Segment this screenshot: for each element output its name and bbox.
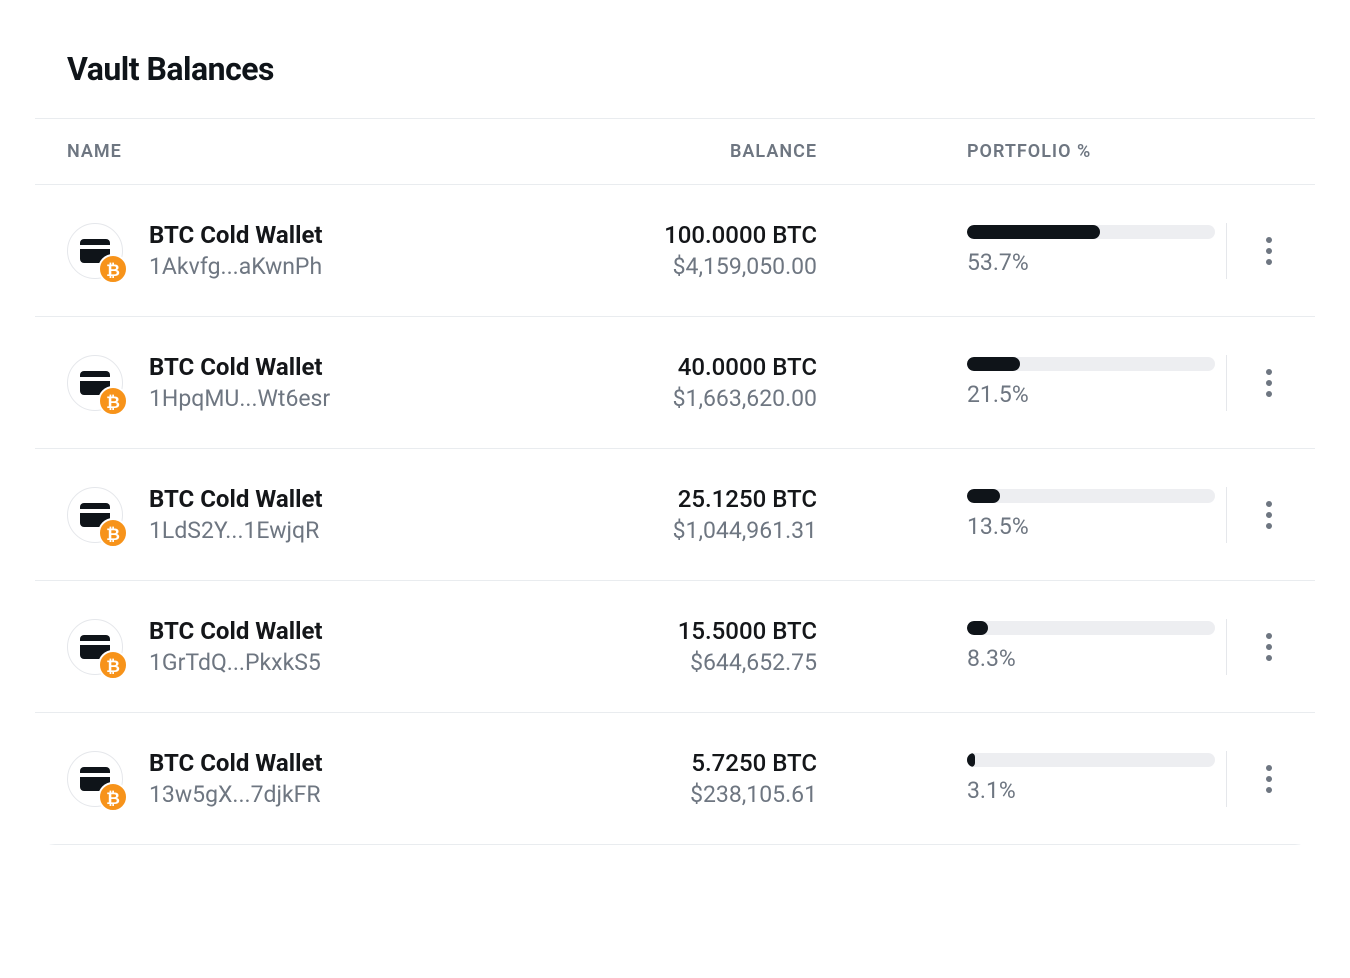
col-header-name: NAME bbox=[67, 141, 537, 162]
wallet-address: 13w5gX...7djkFR bbox=[149, 781, 323, 808]
divider bbox=[1226, 223, 1227, 279]
portfolio-bar-fill bbox=[967, 489, 1000, 503]
table-header-row: NAME BALANCE PORTFOLIO % bbox=[35, 118, 1315, 185]
table-row[interactable]: ₿ BTC Cold Wallet 1Akvfg...aKwnPh 100.00… bbox=[35, 185, 1315, 317]
portfolio-bar-fill bbox=[967, 753, 975, 767]
table-row[interactable]: ₿ BTC Cold Wallet 1LdS2Y...1EwjqR 25.125… bbox=[35, 449, 1315, 581]
wallet-icon: ₿ bbox=[67, 751, 123, 807]
portfolio-bar bbox=[967, 753, 1215, 767]
balance-usd: $1,663,620.00 bbox=[537, 385, 817, 412]
wallet-address: 1LdS2Y...1EwjqR bbox=[149, 517, 323, 544]
bitcoin-badge-icon: ₿ bbox=[98, 518, 128, 548]
portfolio-bar bbox=[967, 225, 1215, 239]
wallet-name: BTC Cold Wallet bbox=[149, 749, 323, 777]
wallet-name: BTC Cold Wallet bbox=[149, 353, 330, 381]
portfolio-bar bbox=[967, 489, 1215, 503]
col-header-balance: BALANCE bbox=[537, 141, 817, 162]
balance-usd: $1,044,961.31 bbox=[537, 517, 817, 544]
balance-usd: $4,159,050.00 bbox=[537, 253, 817, 280]
table-body: ₿ BTC Cold Wallet 1Akvfg...aKwnPh 100.00… bbox=[35, 185, 1315, 845]
portfolio-bar bbox=[967, 621, 1215, 635]
portfolio-percent: 21.5% bbox=[967, 381, 1217, 408]
divider bbox=[1226, 355, 1227, 411]
portfolio-bar bbox=[967, 357, 1215, 371]
wallet-address: 1HpqMU...Wt6esr bbox=[149, 385, 330, 412]
balance-amount: 15.5000 BTC bbox=[537, 617, 817, 645]
balance-amount: 5.7250 BTC bbox=[537, 749, 817, 777]
portfolio-percent: 13.5% bbox=[967, 513, 1217, 540]
balance-usd: $644,652.75 bbox=[537, 649, 817, 676]
more-options-button[interactable] bbox=[1255, 759, 1283, 799]
card-title: Vault Balances bbox=[35, 0, 1315, 118]
balance-usd: $238,105.61 bbox=[537, 781, 817, 808]
bitcoin-badge-icon: ₿ bbox=[98, 782, 128, 812]
portfolio-percent: 8.3% bbox=[967, 645, 1217, 672]
wallet-icon: ₿ bbox=[67, 355, 123, 411]
balance-amount: 100.0000 BTC bbox=[537, 221, 817, 249]
portfolio-percent: 53.7% bbox=[967, 249, 1217, 276]
more-options-button[interactable] bbox=[1255, 495, 1283, 535]
bitcoin-badge-icon: ₿ bbox=[98, 254, 128, 284]
portfolio-bar-fill bbox=[967, 225, 1100, 239]
wallet-name: BTC Cold Wallet bbox=[149, 485, 323, 513]
vault-balances-card: Vault Balances NAME BALANCE PORTFOLIO % … bbox=[35, 0, 1315, 845]
balance-amount: 25.1250 BTC bbox=[537, 485, 817, 513]
portfolio-bar-fill bbox=[967, 357, 1020, 371]
divider bbox=[1226, 751, 1227, 807]
portfolio-bar-fill bbox=[967, 621, 988, 635]
wallet-address: 1Akvfg...aKwnPh bbox=[149, 253, 323, 280]
more-options-button[interactable] bbox=[1255, 627, 1283, 667]
table-row[interactable]: ₿ BTC Cold Wallet 1HpqMU...Wt6esr 40.000… bbox=[35, 317, 1315, 449]
bitcoin-badge-icon: ₿ bbox=[98, 386, 128, 416]
wallet-icon: ₿ bbox=[67, 619, 123, 675]
wallet-address: 1GrTdQ...PkxkS5 bbox=[149, 649, 323, 676]
more-options-button[interactable] bbox=[1255, 231, 1283, 271]
bitcoin-badge-icon: ₿ bbox=[98, 650, 128, 680]
wallet-icon: ₿ bbox=[67, 223, 123, 279]
balance-amount: 40.0000 BTC bbox=[537, 353, 817, 381]
portfolio-percent: 3.1% bbox=[967, 777, 1217, 804]
more-options-button[interactable] bbox=[1255, 363, 1283, 403]
table-row[interactable]: ₿ BTC Cold Wallet 1GrTdQ...PkxkS5 15.500… bbox=[35, 581, 1315, 713]
wallet-icon: ₿ bbox=[67, 487, 123, 543]
wallet-name: BTC Cold Wallet bbox=[149, 617, 323, 645]
wallet-name: BTC Cold Wallet bbox=[149, 221, 323, 249]
col-header-portfolio: PORTFOLIO % bbox=[967, 141, 1227, 162]
divider bbox=[1226, 487, 1227, 543]
table-row[interactable]: ₿ BTC Cold Wallet 13w5gX...7djkFR 5.7250… bbox=[35, 713, 1315, 845]
divider bbox=[1226, 619, 1227, 675]
